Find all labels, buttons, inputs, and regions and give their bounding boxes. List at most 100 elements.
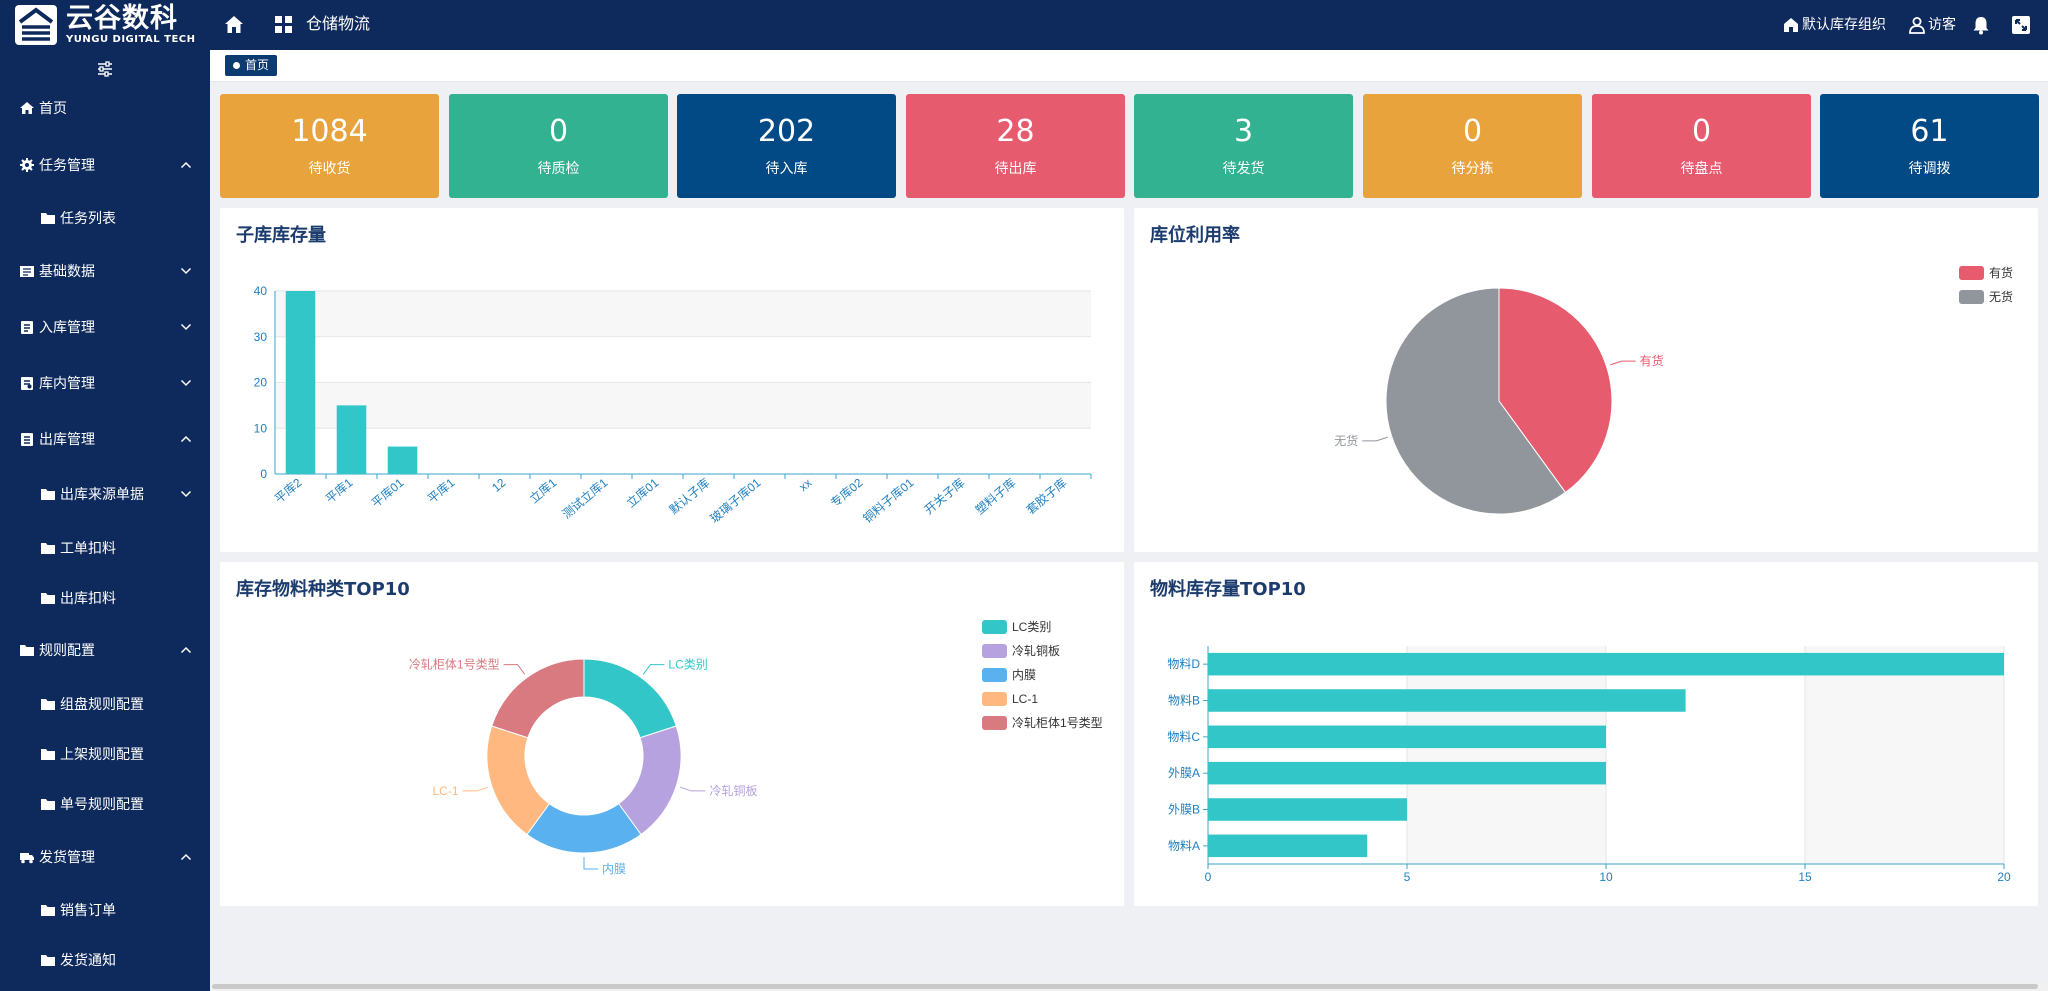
sidebar-item-label: 销售订单 <box>60 903 116 919</box>
legend-swatch <box>1959 290 1984 304</box>
legend-swatch <box>982 716 1007 730</box>
sidebar-item[interactable]: 出库来源单据 <box>0 479 210 509</box>
x-tick-label: 12 <box>489 475 508 495</box>
bar <box>387 446 418 474</box>
material-stock-panel: 物料库存量TOP10 0 5 10 15 20 物料D 物料B 物料C 外膜A 外膜B 物料A <box>1134 562 2038 906</box>
sidebar-item[interactable]: 组盘规则配置 <box>0 689 210 719</box>
legend-label: LC-1 <box>1012 692 1038 706</box>
x-tick-label: 20 <box>1997 870 2011 884</box>
breadcrumb-tab-home[interactable]: 首页 <box>225 55 278 76</box>
bell-icon[interactable] <box>1970 14 1992 36</box>
x-tick-label: 套胶子库 <box>1023 475 1069 517</box>
org-selector[interactable]: 默认库存组织 <box>1782 14 1886 36</box>
sidebar-item[interactable]: 发货管理 <box>0 842 210 872</box>
chevron-down-icon[interactable] <box>180 377 192 389</box>
x-tick-label: 平库2 <box>271 475 304 506</box>
y-tick-label: 0 <box>260 467 267 481</box>
stat-label: 待出库 <box>994 161 1037 177</box>
x-tick-label: 立库1 <box>526 475 559 506</box>
horizontal-scrollbar[interactable] <box>210 982 2048 991</box>
apps-grid-icon[interactable] <box>272 13 296 37</box>
x-tick-label: 平库1 <box>424 475 457 506</box>
sidebar-item[interactable]: 销售订单 <box>0 895 210 925</box>
sidebar-item[interactable]: 出库管理 <box>0 424 210 454</box>
stat-card[interactable]: 0 待盘点 <box>1592 94 1811 198</box>
slice-label: 无货 <box>1334 433 1358 448</box>
chevron-up-icon[interactable] <box>180 433 192 445</box>
stat-label: 待入库 <box>765 161 808 177</box>
sidebar-item-label: 基础数据 <box>39 264 95 280</box>
chevron-down-icon[interactable] <box>180 488 192 500</box>
x-tick-label: 平库1 <box>322 475 355 506</box>
stat-value: 28 <box>996 114 1035 149</box>
folder-icon <box>41 489 55 500</box>
sub-stock-panel: 子库库存量 0 10 20 30 40 平库2 平库1 平库01 平库1 12 立库1 测试立库1 立库… <box>220 208 1124 552</box>
gear-icon <box>20 158 34 172</box>
home-icon[interactable] <box>222 13 246 37</box>
stat-card[interactable]: 28 待出库 <box>906 94 1125 198</box>
stat-label: 待盘点 <box>1680 161 1723 177</box>
panel-title: 子库库存量 <box>236 225 326 246</box>
legend-swatch <box>1959 266 1984 280</box>
slice-leader-line <box>1610 360 1636 366</box>
sidebar-item[interactable]: 工单扣料 <box>0 533 210 563</box>
app-title[interactable]: 仓储物流 <box>306 14 371 33</box>
stat-card[interactable]: 61 待调拨 <box>1820 94 2039 198</box>
stat-value: 3 <box>1233 114 1254 149</box>
material-stock-bar-chart: 0 5 10 15 20 物料D 物料B 物料C 外膜A 外膜B 物料A <box>1167 646 2011 884</box>
sidebar-item-label: 出库扣料 <box>60 591 116 607</box>
sidebar-item[interactable]: 上架规则配置 <box>0 739 210 769</box>
chevron-up-icon[interactable] <box>180 851 192 863</box>
sidebar-item[interactable]: 基础数据 <box>0 256 210 286</box>
y-tick-label: 物料C <box>1167 730 1200 744</box>
y-tick-label: 物料D <box>1167 657 1200 671</box>
pie-slice <box>583 658 677 739</box>
chevron-down-icon[interactable] <box>180 265 192 277</box>
slice-leader-line <box>503 664 526 675</box>
user-menu[interactable]: 访客 <box>1908 14 1956 36</box>
folder-icon <box>41 749 55 760</box>
org-label: 默认库存组织 <box>1802 17 1886 33</box>
stat-value: 202 <box>757 114 816 149</box>
legend-label: 无货 <box>1989 289 2013 304</box>
sidebar-item-label: 组盘规则配置 <box>60 697 144 713</box>
sidebar-item[interactable]: 出库扣料 <box>0 583 210 613</box>
stat-label: 待收货 <box>308 161 351 177</box>
legend-label: LC类别 <box>1012 620 1051 634</box>
brand-logo[interactable]: 云谷数科 YUNGU DIGITAL TECH <box>14 4 200 46</box>
sidebar-item[interactable]: 入库管理 <box>0 312 210 342</box>
sidebar-item-label: 工单扣料 <box>60 541 116 557</box>
stat-card[interactable]: 0 待分拣 <box>1363 94 1582 198</box>
bar <box>1208 761 1606 785</box>
stat-card[interactable]: 202 待入库 <box>677 94 896 198</box>
grid-band <box>275 291 1091 337</box>
sidebar-item[interactable]: 任务列表 <box>0 203 210 233</box>
y-tick-label: 外膜B <box>1168 803 1200 817</box>
x-tick-label: 开关子库 <box>921 475 967 517</box>
sidebar-item[interactable]: 库内管理 <box>0 368 210 398</box>
x-tick-label: xx <box>796 476 814 494</box>
stat-card[interactable]: 1084 待收货 <box>220 94 439 198</box>
sidebar-item[interactable]: 单号规则配置 <box>0 789 210 819</box>
fullscreen-icon[interactable] <box>2010 14 2032 36</box>
stat-label: 待分拣 <box>1451 161 1494 177</box>
y-tick-label: 物料B <box>1168 694 1200 708</box>
sidebar-item[interactable]: 规则配置 <box>0 635 210 665</box>
scrollbar-thumb[interactable] <box>212 984 2038 989</box>
bar <box>1208 652 2004 676</box>
stat-card[interactable]: 3 待发货 <box>1134 94 1353 198</box>
folder-icon <box>41 799 55 810</box>
folder-icon <box>41 699 55 710</box>
sidebar-toggle-icon[interactable] <box>96 60 114 78</box>
chevron-down-icon[interactable] <box>180 321 192 333</box>
sidebar-item[interactable]: 发货通知 <box>0 945 210 975</box>
sidebar-item-label: 任务列表 <box>60 211 116 227</box>
sidebar-item[interactable]: 任务管理 <box>0 150 210 180</box>
stat-card[interactable]: 0 待质检 <box>449 94 668 198</box>
sidebar-item[interactable]: 首页 <box>0 93 210 123</box>
chevron-up-icon[interactable] <box>180 644 192 656</box>
chevron-up-icon[interactable] <box>180 159 192 171</box>
stat-value: 1084 <box>291 114 368 149</box>
building-icon <box>1784 18 1798 32</box>
